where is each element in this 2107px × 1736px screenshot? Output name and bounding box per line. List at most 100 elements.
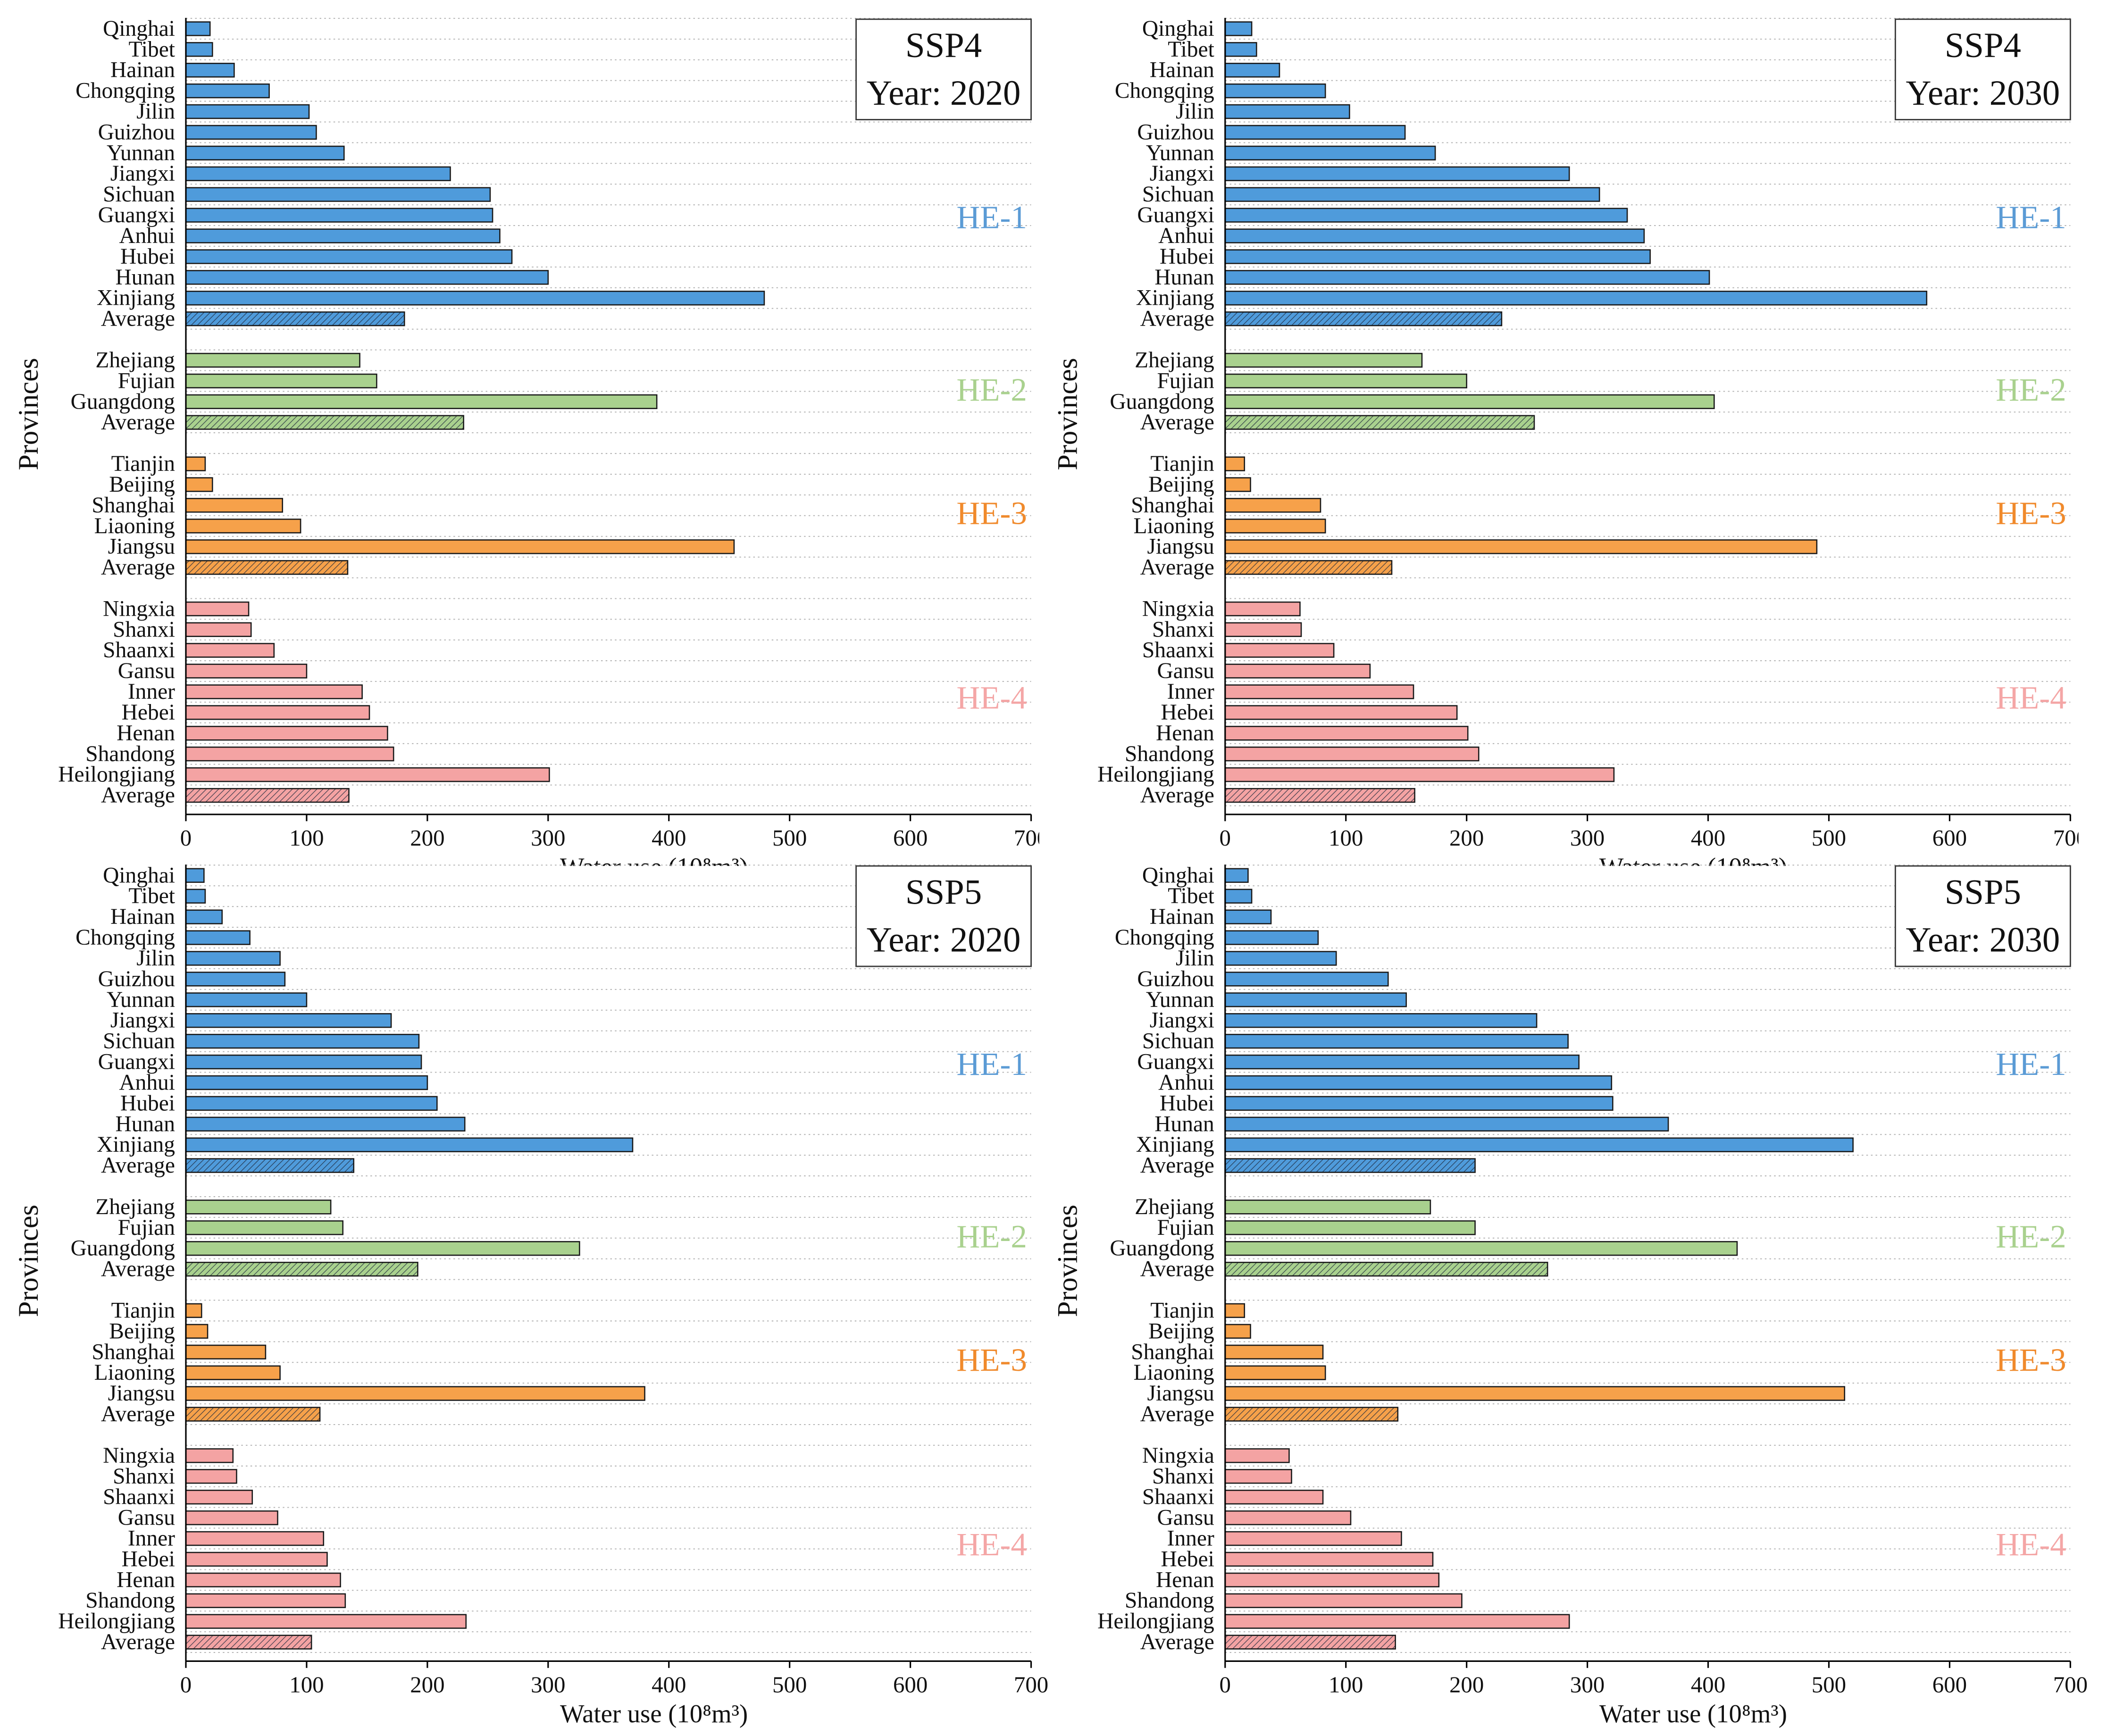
category-label: Anhui (119, 1070, 175, 1095)
group-label: HE-4 (956, 680, 1027, 716)
bar-he-1-xinjiang (1224, 291, 1928, 306)
year-label: Year: 2020 (867, 74, 1021, 113)
category-label: Inner (128, 1526, 175, 1551)
category-label: Average (1140, 1630, 1214, 1654)
category-label: Shaanxi (1142, 1485, 1214, 1510)
category-label: Xinjiang (1136, 286, 1214, 310)
category-label: Inner (128, 679, 175, 704)
group-label: HE-4 (1996, 680, 2066, 716)
x-tick-label: 600 (1932, 1672, 1967, 1698)
x-tick-label: 100 (289, 1672, 324, 1698)
x-tick-label: 400 (1691, 825, 1725, 851)
bar-he-4-shandong (185, 746, 394, 762)
category-label: Average (101, 1257, 175, 1282)
category-label: Zhejiang (1135, 348, 1214, 372)
legend-frame (855, 865, 1032, 967)
bar-he-1-jiangxi (185, 1013, 392, 1028)
bar-he-3-average (185, 560, 349, 575)
category-label: Hainan (1150, 58, 1214, 83)
category-label: Xinjiang (1136, 1132, 1214, 1157)
category-label: Tianjin (1150, 1298, 1214, 1323)
group-he-4: NingxiaShanxiShaanxiGansuInnerHebeiHenan… (1097, 1443, 2066, 1654)
bar-he-2-guangdong (185, 1241, 580, 1256)
category-label: Shanghai (1131, 493, 1214, 518)
group-label: HE-1 (1996, 1046, 2066, 1082)
category-label: Hubei (120, 244, 175, 269)
category-label: Average (1140, 1153, 1214, 1178)
bar-he-1-chongqing (1224, 930, 1319, 945)
category-label: Fujian (118, 369, 175, 393)
bar-he-2-average (185, 1261, 418, 1277)
y-axis: Provinces (13, 864, 187, 1661)
scenario-legend-box: SSP4 Year: 2030 (1894, 18, 2071, 120)
bar-he-2-average (1224, 1261, 1548, 1277)
x-tick-label: 300 (1570, 825, 1605, 851)
category-label: Guangdong (71, 1236, 175, 1261)
bar-he-1-hainan (1224, 63, 1280, 78)
category-label: Shanghai (1131, 1340, 1214, 1364)
category-label: Ningxia (103, 1443, 175, 1468)
bar-he-2-guangdong (1224, 394, 1715, 409)
category-label: Hunan (1154, 265, 1214, 290)
bar-he-4-gansu (1224, 1510, 1352, 1526)
category-label: Average (1140, 1402, 1214, 1426)
category-label: Liaoning (1133, 1360, 1214, 1385)
category-label: Guizhou (98, 967, 175, 991)
group-he-1: QinghaiTibetHainanChongqingJilinGuizhouY… (1115, 863, 2066, 1178)
x-tick-label: 300 (1570, 1672, 1605, 1698)
category-label: Average (1140, 1257, 1214, 1282)
category-label: Guangdong (71, 389, 175, 414)
category-label: Beijing (1148, 1319, 1214, 1343)
x-axis-title: Water use (10⁸m³) (560, 852, 748, 881)
category-label: Hunan (115, 1112, 175, 1136)
y-axis-title: Provinces (13, 358, 44, 470)
category-label: Gansu (118, 1506, 175, 1530)
category-label: Yunnan (1146, 988, 1214, 1012)
category-label: Beijing (1148, 472, 1214, 497)
bar-he-4-average (1224, 1635, 1396, 1650)
chart-ssp4-2020: QinghaiTibetHainanChongqingJilinGuizhouY… (13, 17, 1048, 881)
category-label: Jilin (136, 946, 175, 971)
bar-he-4-average (185, 788, 350, 803)
x-tick-label: 100 (1329, 1672, 1363, 1698)
category-label: Heilongjiang (58, 763, 175, 787)
x-tick-label: 400 (652, 825, 686, 851)
bar-he-1-tibet (1224, 42, 1257, 57)
panel-bottom-left: QinghaiTibetHainanChongqingJilinGuizhouY… (13, 863, 1048, 1728)
category-label: Heilongjiang (58, 1609, 175, 1634)
x-tick-label: 700 (1014, 825, 1048, 851)
bar-he-1-hubei (185, 249, 513, 264)
bar-he-1-xinjiang (1224, 1137, 1854, 1152)
bar-he-1-average (1224, 311, 1503, 327)
category-label: Hebei (1161, 700, 1214, 725)
bar-he-4-hebei (185, 705, 370, 720)
category-label: Heilongjiang (1097, 1609, 1214, 1634)
bar-he-3-jiangsu (185, 1386, 645, 1401)
bar-he-3-tianjin (1224, 1303, 1246, 1318)
category-label: Shanxi (113, 1464, 175, 1489)
category-label: Guangdong (1110, 1236, 1214, 1261)
category-label: Henan (1156, 1568, 1214, 1592)
bar-he-1-hunan (185, 270, 549, 285)
bar-he-1-anhui (1224, 1075, 1613, 1090)
category-label: Jiangxi (1150, 1008, 1214, 1033)
group-he-3: TianjinBeijingShanghaiLiaoningJiangsuAve… (92, 1298, 1027, 1426)
bar-he-1-guizhou (1224, 125, 1406, 140)
category-label: Qinghai (1142, 17, 1214, 41)
x-tick-label: 700 (2053, 825, 2088, 851)
category-label: Shandong (1125, 742, 1214, 766)
group-he-1: QinghaiTibetHainanChongqingJilinGuizhouY… (75, 17, 1027, 331)
bar-he-2-guangdong (1224, 1241, 1738, 1256)
category-label: Jilin (1176, 100, 1214, 124)
bar-he-4-shandong (1224, 1593, 1463, 1608)
group-label: HE-3 (956, 495, 1027, 531)
bar-he-3-jiangsu (1224, 1386, 1846, 1401)
category-label: Gansu (118, 659, 175, 683)
bar-he-1-sichuan (1224, 1033, 1569, 1049)
category-label: Average (1140, 410, 1214, 435)
bar-he-1-guangxi (1224, 1054, 1580, 1070)
bar-he-3-tianjin (1224, 456, 1246, 471)
